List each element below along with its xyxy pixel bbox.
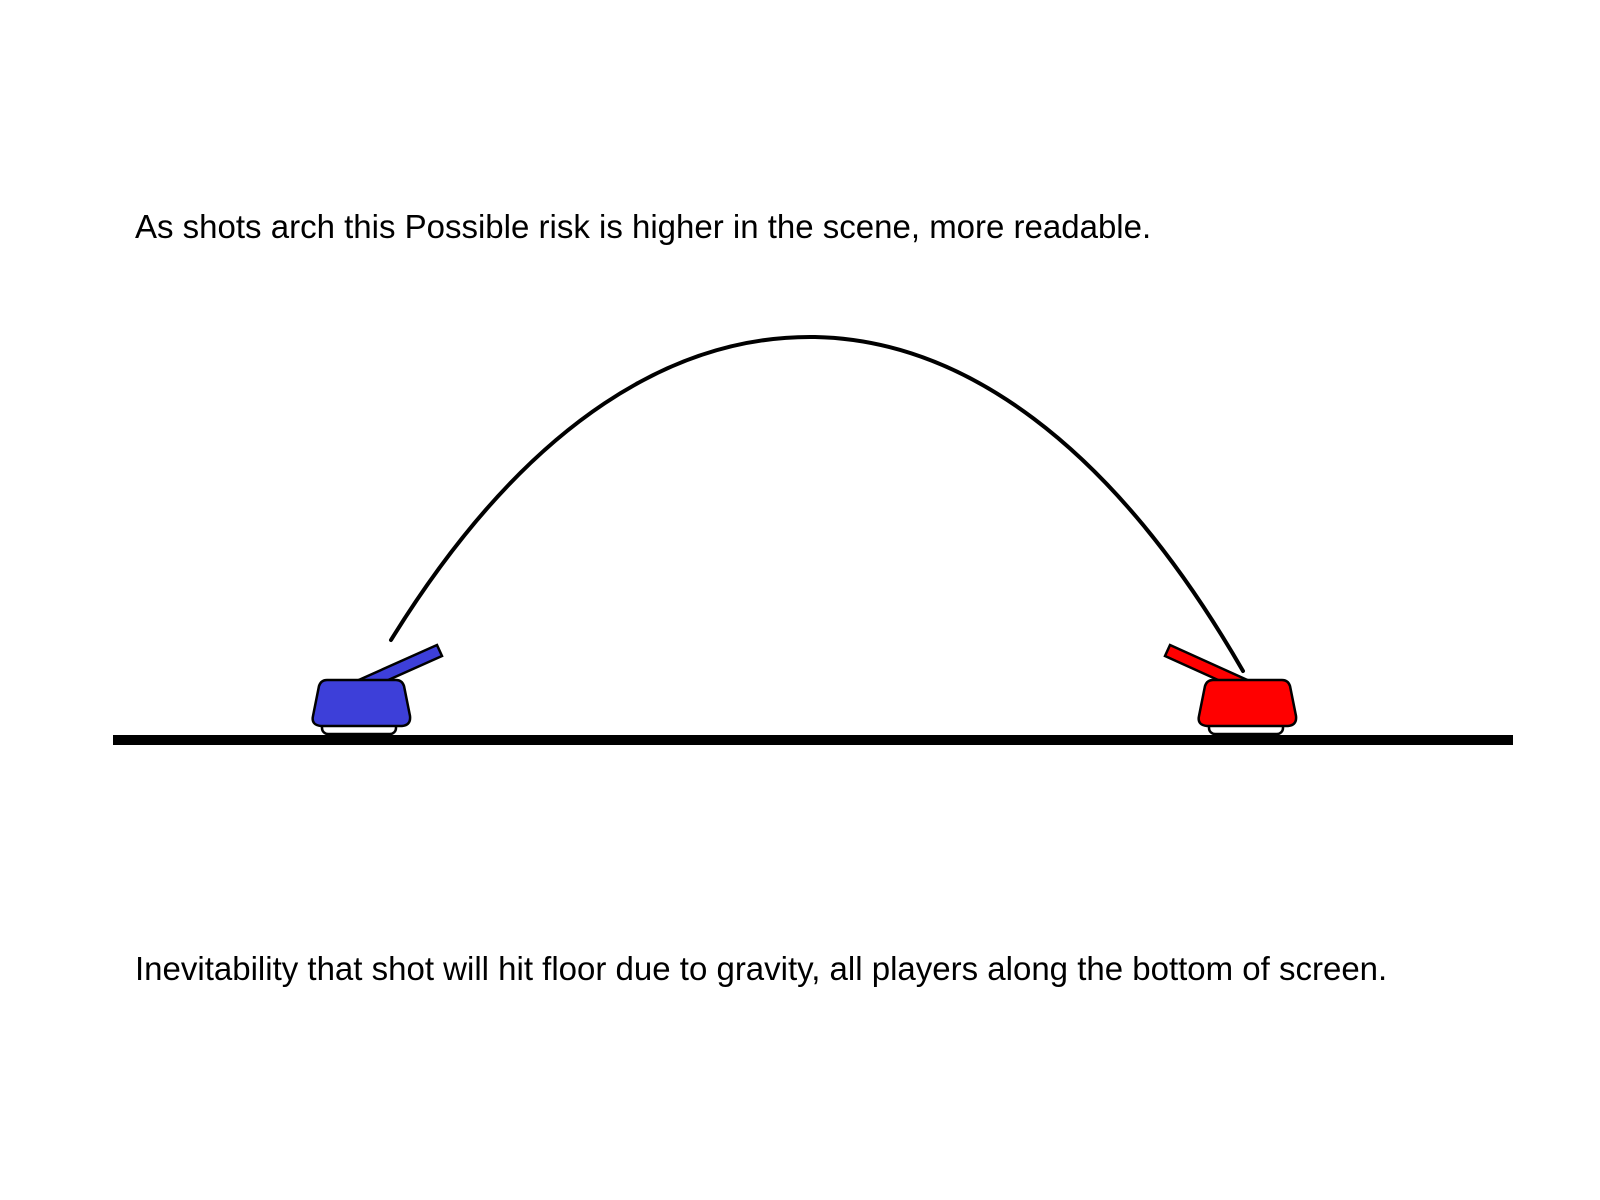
caption-bottom: Inevitability that shot will hit floor d… — [135, 950, 1388, 987]
blue-tank-body — [311, 678, 412, 728]
blue-tank — [311, 643, 444, 736]
red-tank-body — [1197, 678, 1298, 728]
red-tank — [1163, 643, 1298, 736]
caption-top: As shots arch this Possible risk is high… — [135, 208, 1152, 245]
arc-trajectory — [389, 334, 1245, 673]
